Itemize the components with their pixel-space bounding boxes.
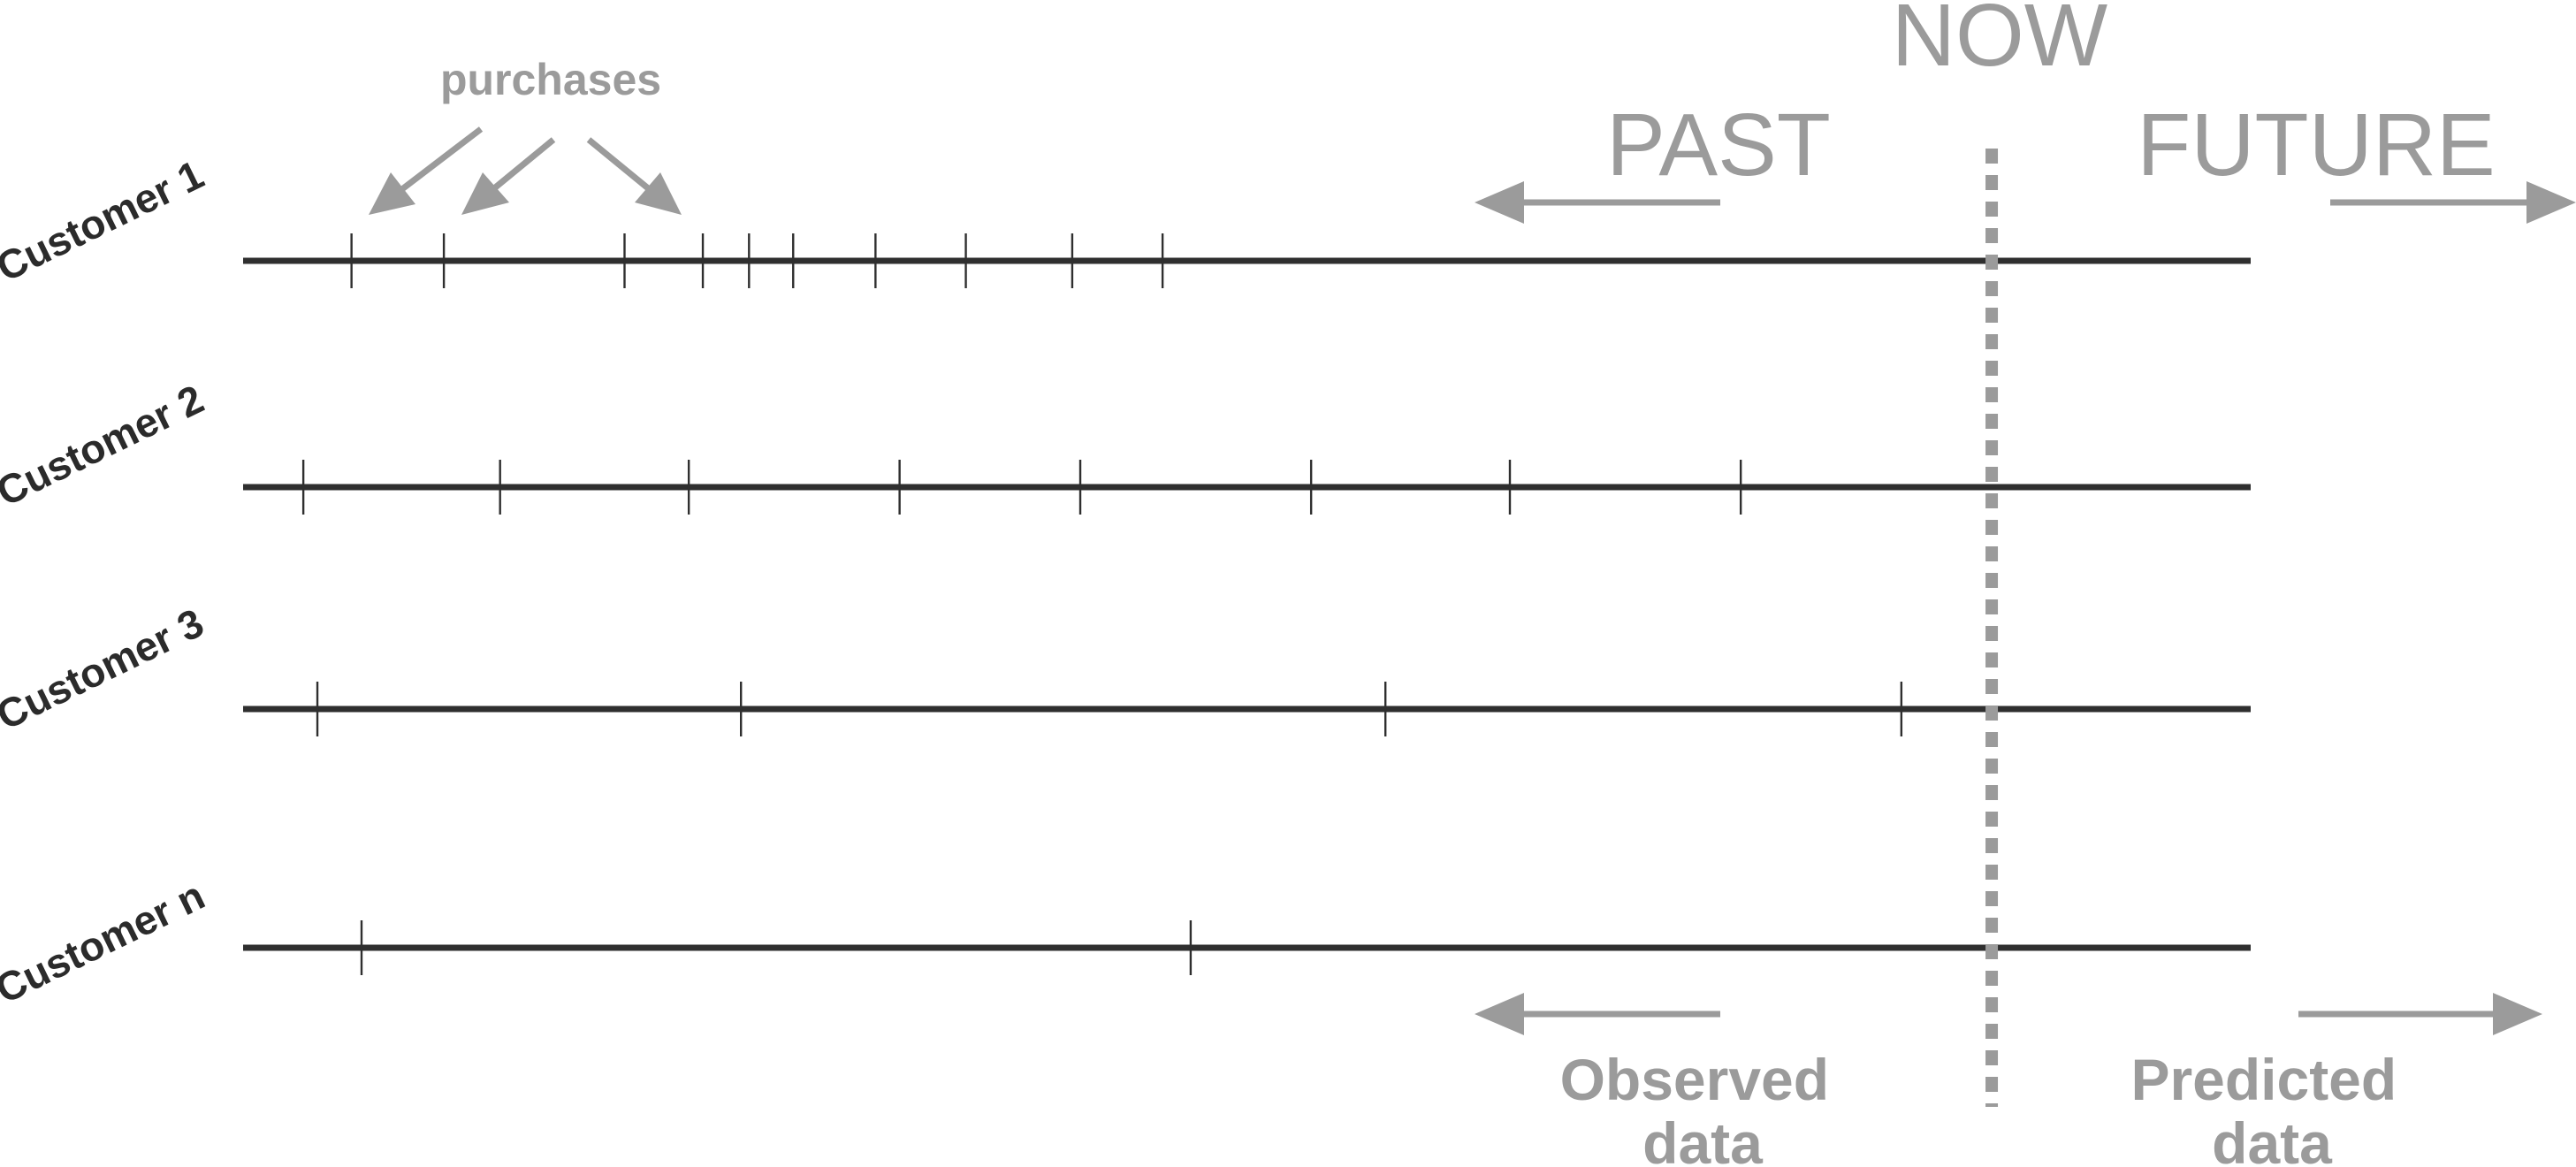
customer-3-row: Customer 3 [0,599,2251,739]
observed-data-arrow [1475,993,1720,1035]
purchases-arrow-3 [586,137,682,215]
future-label: FUTURE [2137,95,2496,194]
observed-data-label: Observed data [1560,1047,1846,1167]
customer-1-label: Customer 1 [0,151,210,291]
purchases-arrow-1 [369,126,484,215]
predicted-data-arrow [2298,993,2542,1035]
customer-1-row: Customer 1 [0,151,2251,291]
customer-n-label: Customer n [0,872,211,1012]
observed-data-line-2: data [1642,1110,1764,1167]
past-arrow [1475,181,1720,224]
predicted-data-label: Predicted data [2130,1047,2412,1167]
observed-data-line-1: Observed [1560,1047,1829,1112]
purchases-arrow-2 [461,137,556,215]
future-arrow [2330,181,2576,224]
customer-3-label: Customer 3 [0,599,210,739]
predicted-data-line-2: data [2212,1110,2333,1167]
now-label: NOW [1892,0,2108,85]
customer-n-row: Customer n [0,872,2251,1012]
customer-2-row: Customer 2 [0,376,2251,515]
purchases-label: purchases [440,55,661,104]
customer-2-label: Customer 2 [0,376,210,515]
past-label: PAST [1606,95,1831,194]
predicted-data-line-1: Predicted [2130,1047,2397,1112]
